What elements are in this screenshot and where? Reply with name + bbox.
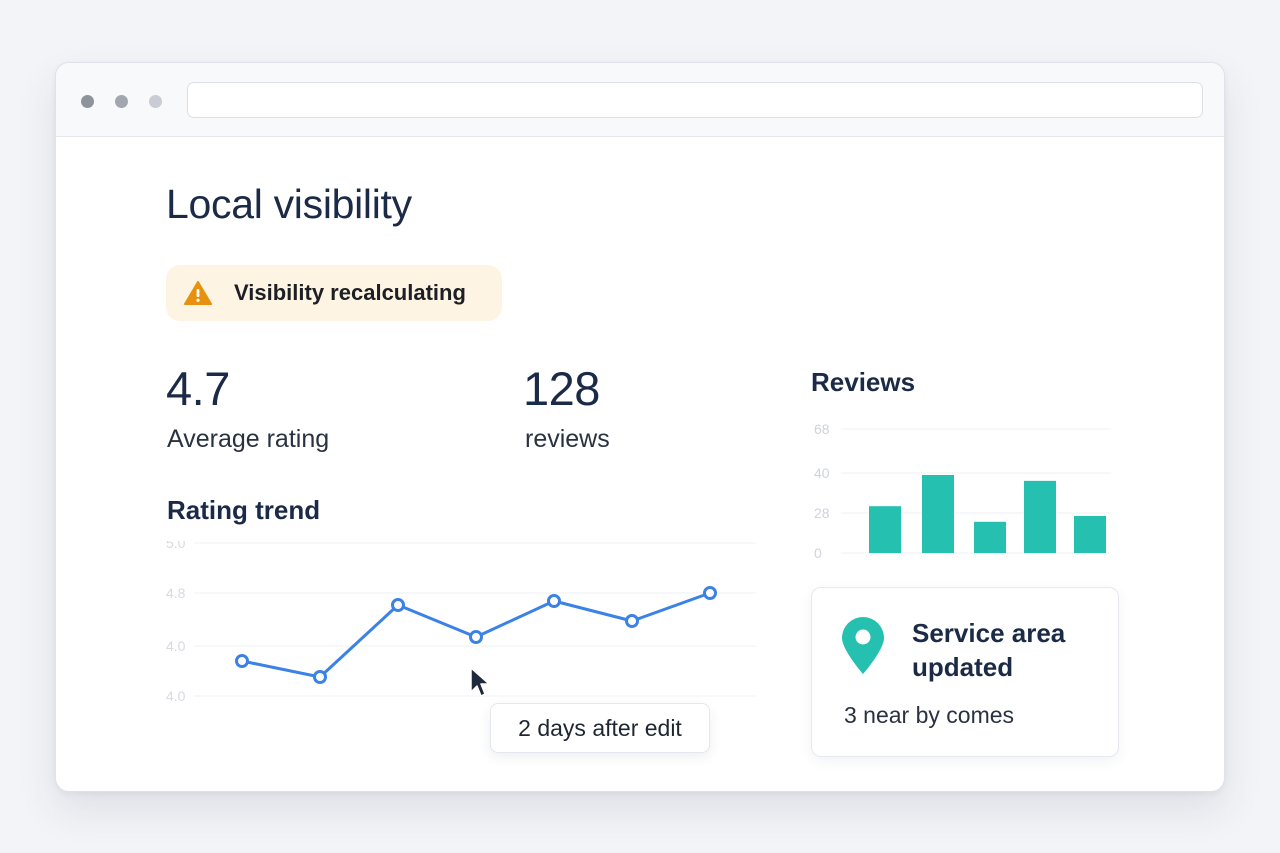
trend-y-tick-label: 4.0 [166, 688, 186, 704]
map-pin-icon [842, 617, 884, 674]
window-minimize-button[interactable] [115, 95, 128, 108]
average-rating-value: 4.7 [166, 362, 230, 415]
review-count-label: reviews [525, 425, 610, 453]
reviews-bar[interactable] [1074, 515, 1106, 553]
rating-trend-title: Rating trend [167, 495, 321, 525]
bars-y-tick-label: 28 [814, 505, 830, 521]
trend-y-tick-label: 4.0 [166, 638, 186, 654]
review-count-value: 128 [523, 362, 600, 415]
window-maximize-button[interactable] [149, 95, 162, 108]
address-bar[interactable] [187, 82, 1203, 118]
service-area-subtitle: 3 near by comes [844, 702, 1015, 728]
reviews-bar[interactable] [974, 521, 1006, 553]
mouse-cursor-icon [470, 667, 490, 697]
reviews-bar[interactable] [922, 475, 954, 553]
trend-data-point[interactable] [469, 630, 483, 644]
rating-trend-chart: 5.0 4.8 4.0 4.0 [166, 541, 756, 704]
reviews-chart-title: Reviews [811, 367, 916, 397]
bars-y-tick-label: 68 [814, 421, 830, 437]
warning-icon [184, 281, 212, 305]
average-rating-label: Average rating [167, 425, 330, 453]
trend-data-point[interactable] [703, 586, 717, 600]
browser-window: Local visibility Visibility recalculatin… [55, 62, 1225, 792]
trend-data-point[interactable] [313, 670, 327, 684]
window-close-button[interactable] [81, 95, 94, 108]
alert-text: Visibility recalculating [234, 280, 466, 305]
service-area-title: Service area updated [912, 618, 1066, 682]
trend-y-tick-label: 4.8 [166, 585, 186, 601]
trend-data-point[interactable] [625, 614, 639, 628]
trend-y-tick-label: 5.0 [166, 541, 186, 551]
reviews-bar-chart: 0 28 40 68 [814, 421, 1111, 558]
bars-y-tick-label: 0 [814, 545, 822, 558]
bars-y-tick-label: 40 [814, 465, 830, 481]
browser-titlebar [56, 63, 1224, 137]
trend-data-point[interactable] [235, 654, 249, 668]
trend-tooltip: 2 days after edit [490, 703, 710, 753]
trend-data-point[interactable] [547, 594, 561, 608]
trend-data-point[interactable] [391, 598, 405, 612]
page-title: Local visibility [166, 181, 412, 227]
service-area-card[interactable]: Service area updated 3 near by comes [811, 587, 1119, 757]
reviews-bar[interactable] [1024, 480, 1056, 553]
reviews-bar[interactable] [869, 506, 901, 553]
status-alert: Visibility recalculating [166, 265, 502, 321]
